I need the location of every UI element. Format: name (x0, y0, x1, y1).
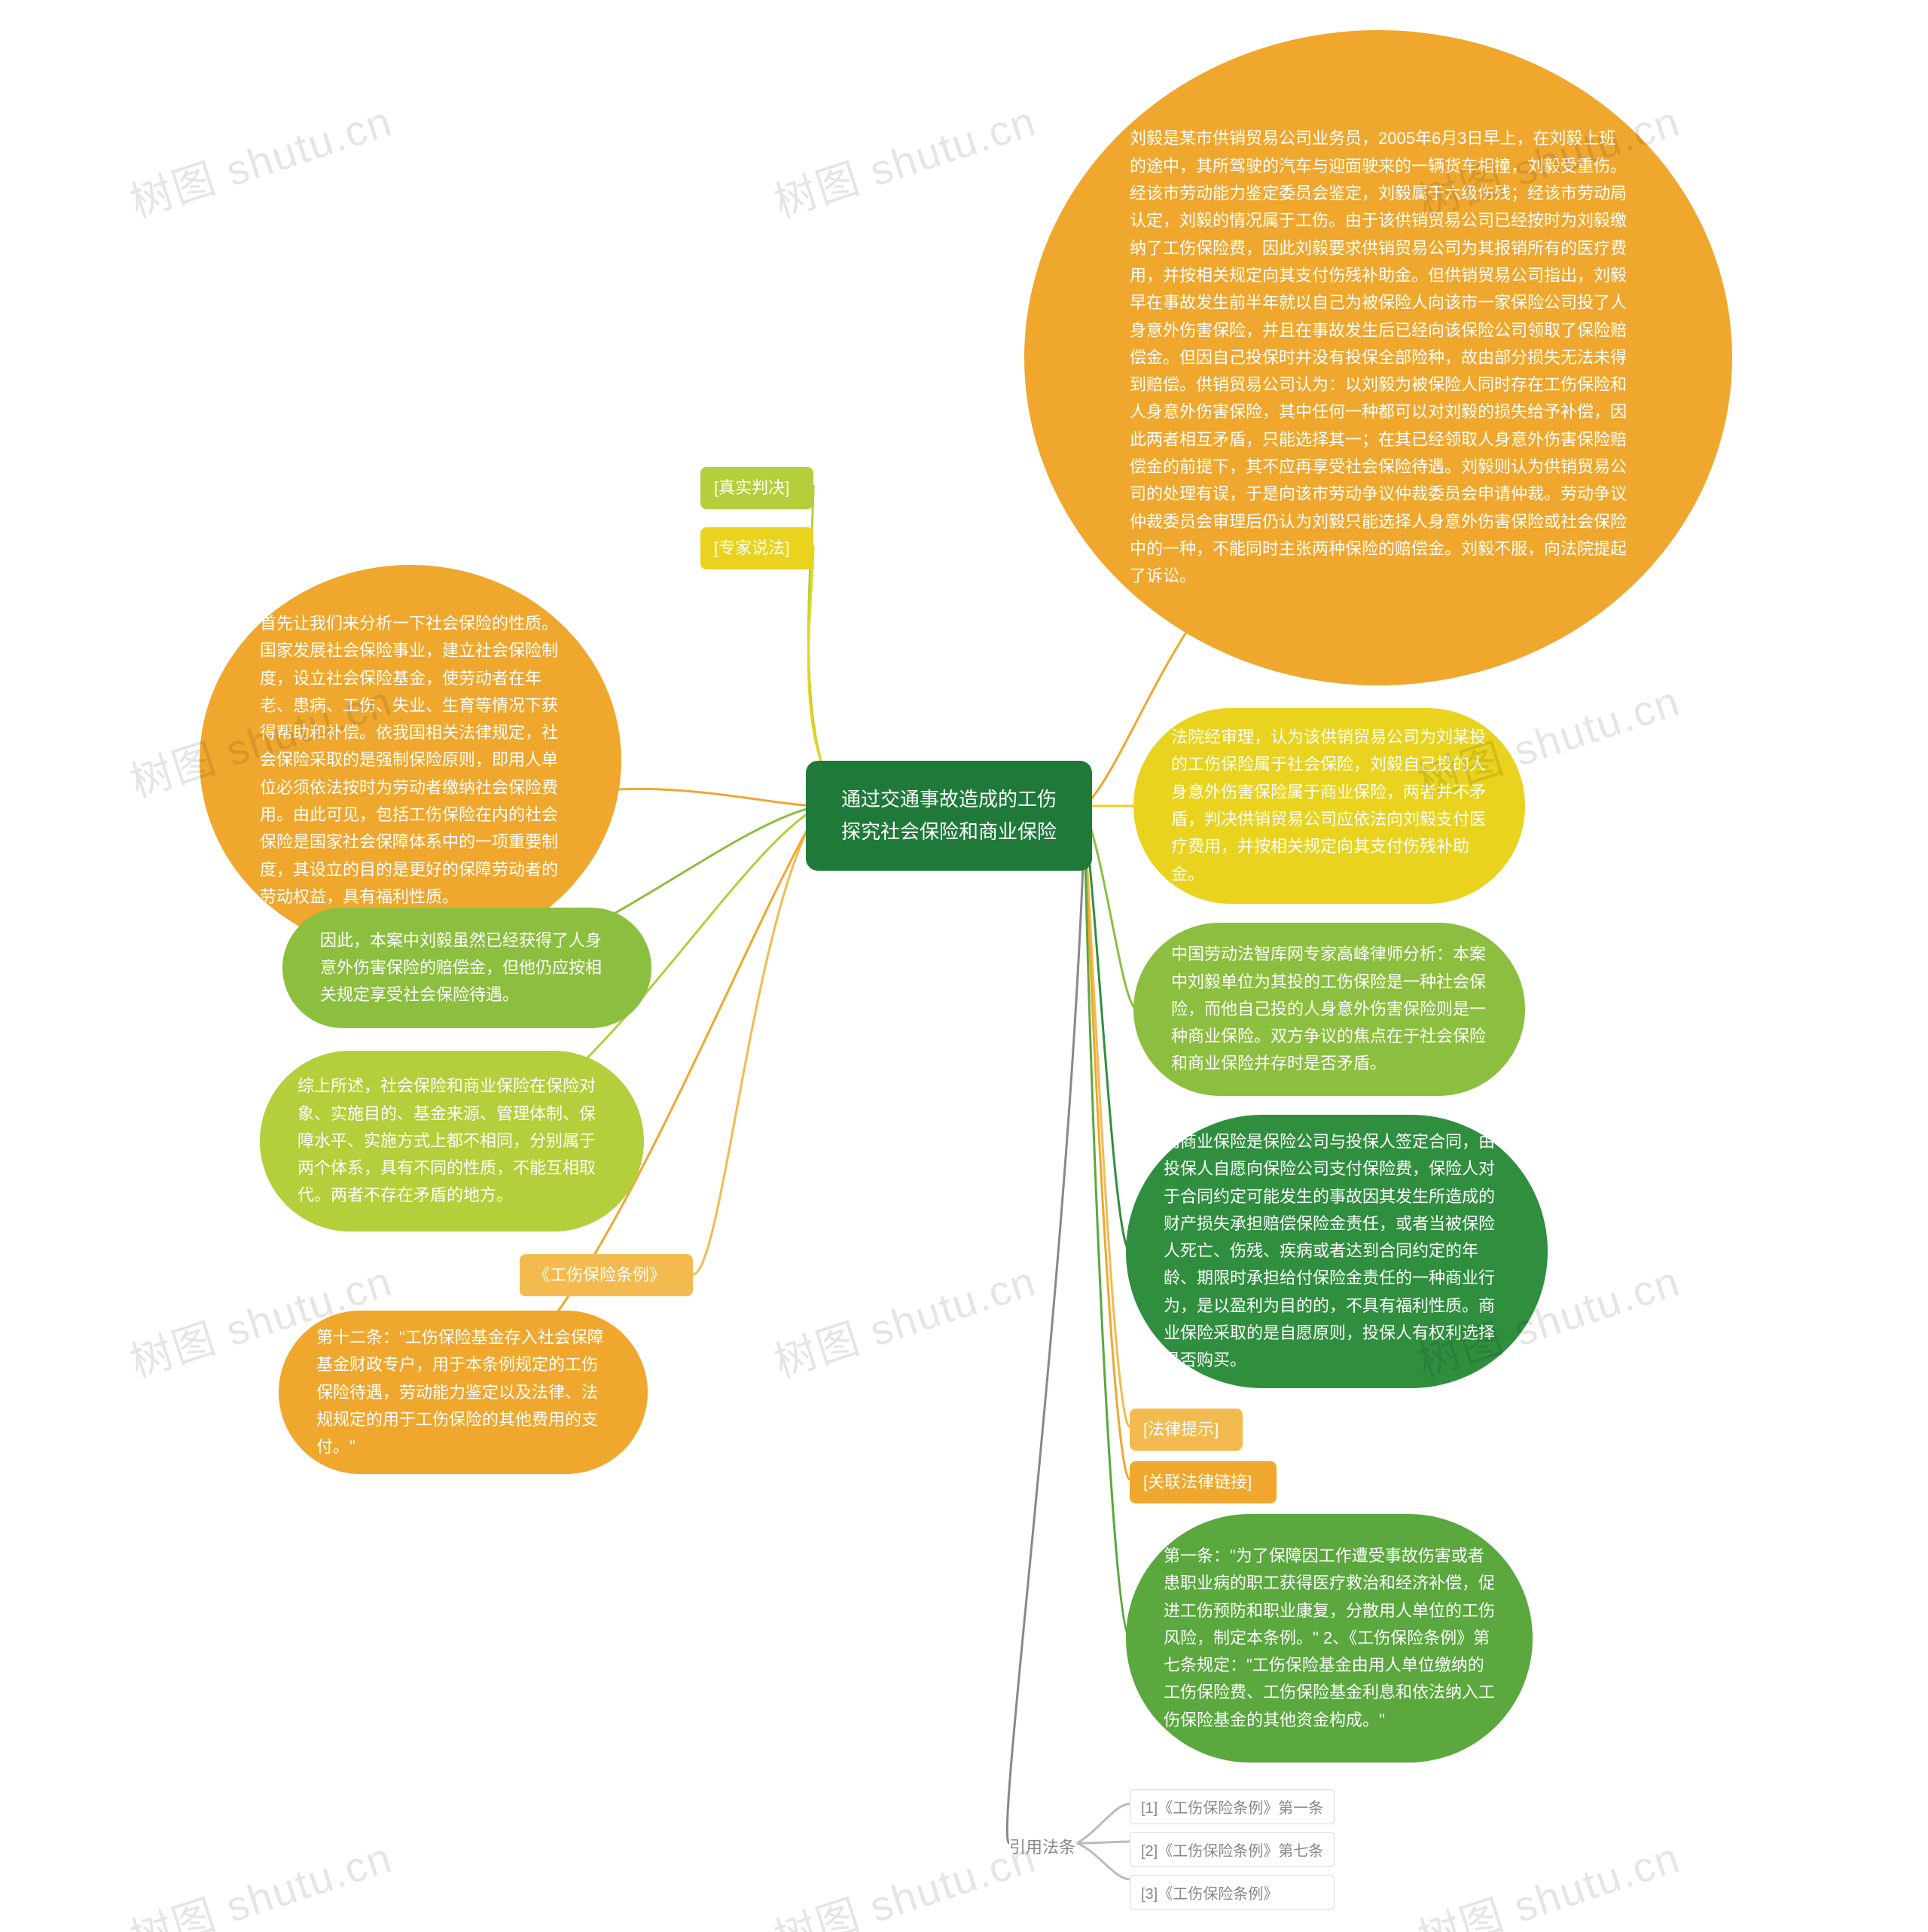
edge (1007, 825, 1084, 1843)
node-text: 中国劳动法智库网专家高峰律师分析：本案中刘毅单位为其投的工伤保险是一种社会保险，… (1171, 941, 1487, 1077)
node-commercial-insurance: 而商业保险是保险公司与投保人签定合同，由投保人自愿向保险公司支付保险费，保险人对… (1126, 1115, 1548, 1388)
edge (808, 545, 821, 761)
tag-legal-hint: [法律提示] (1130, 1409, 1243, 1451)
edge (693, 806, 821, 1274)
watermark: 树图 shutu.cn (765, 1247, 1043, 1390)
edge (1084, 819, 1130, 1479)
edge (1077, 1842, 1130, 1843)
node-text: [专家说法] (714, 535, 800, 562)
edge (1077, 1804, 1130, 1843)
edge (1084, 823, 1130, 1638)
node-text: [关联法律链接] (1143, 1469, 1263, 1496)
node-social-insurance-nature: 首先让我们来分析一下社会保险的性质。国家发展社会保险事业，建立社会保险制度，设立… (200, 565, 621, 956)
tag-expert-opinion: [专家说法] (700, 527, 813, 569)
node-text: 而商业保险是保险公司与投保人签定合同，由投保人自愿向保险公司支付保险费，保险人对… (1164, 1128, 1510, 1375)
edge (1084, 810, 1137, 1009)
tag-real-verdict: [真实判决] (700, 467, 813, 509)
node-text: 因此，本案中刘毅虽然已经获得了人身意外伤害保险的赔偿金，但他仍应按相关规定享受社… (320, 927, 614, 1009)
node-text: 刘毅是某市供销贸易公司业务员，2005年6月3日早上，在刘毅上班的途中，其所驾驶… (1130, 125, 1627, 590)
node-article-12: 第十二条："工伤保险基金存入社会保障基金财政专户，用于本条例规定的工伤保险待遇，… (279, 1311, 648, 1474)
edge (1084, 813, 1130, 1250)
citation-item: [1]《工伤保险条例》第一条 (1130, 1789, 1335, 1824)
node-text: [真实判决] (714, 475, 800, 502)
citation-group: [1]《工伤保险条例》第一条 [2]《工伤保险条例》第七条 [3]《工伤保险条例》 (1130, 1789, 1335, 1918)
center-node-text: 通过交通事故造成的工伤 探究社会保险和商业保险 (833, 783, 1065, 848)
node-article-1-7: 第一条："为了保障因工作遭受事故伤害或者患职业病的职工获得医疗救治和经济补偿，促… (1126, 1514, 1533, 1763)
watermark: 树图 shutu.cn (121, 87, 399, 230)
node-text: 第一条："为了保障因工作遭受事故伤害或者患职业病的职工获得医疗救治和经济补偿，促… (1164, 1543, 1495, 1734)
tag-related-link: [关联法律链接] (1130, 1461, 1277, 1503)
node-court-ruling: 法院经审理，认为该供销贸易公司为刘某投的工伤保险属于社会保险，刘毅自己投的人身意… (1133, 708, 1525, 904)
watermark: 树图 shutu.cn (765, 1824, 1043, 1932)
node-summary: 综上所述，社会保险和商业保险在保险对象、实施目的、基金来源、管理体制、保障水平、… (260, 1051, 644, 1232)
node-expert-analysis: 中国劳动法智库网专家高峰律师分析：本案中刘毅单位为其投的工伤保险是一种社会保险，… (1133, 923, 1525, 1096)
tag-regulation: 《工伤保险条例》 (520, 1254, 693, 1296)
node-text: 第十二条："工伤保险基金存入社会保障基金财政专户，用于本条例规定的工伤保险待遇，… (316, 1324, 610, 1460)
edge (1084, 817, 1130, 1427)
citation-label: 引用法条 (1009, 1834, 1075, 1858)
citation-item: [2]《工伤保险条例》第七条 (1130, 1832, 1335, 1867)
node-text: 综上所述，社会保险和商业保险在保险对象、实施目的、基金来源、管理体制、保障水平、… (297, 1073, 606, 1209)
watermark: 树图 shutu.cn (1409, 1824, 1687, 1932)
watermark: 树图 shutu.cn (765, 87, 1043, 230)
center-node: 通过交通事故造成的工伤 探究社会保险和商业保险 (806, 761, 1092, 871)
node-text: [法律提示] (1143, 1416, 1229, 1443)
node-case-story: 刘毅是某市供销贸易公司业务员，2005年6月3日早上，在刘毅上班的途中，其所驾驶… (1024, 30, 1732, 685)
citation-item: [3]《工伤保险条例》 (1130, 1875, 1335, 1910)
node-text: 《工伤保险条例》 (533, 1262, 679, 1289)
node-text: 法院经审理，认为该供销贸易公司为刘某投的工伤保险属于社会保险，刘毅自己投的人身意… (1171, 724, 1487, 888)
node-text: 首先让我们来分析一下社会保险的性质。国家发展社会保险事业，建立社会保险制度，设立… (260, 610, 561, 911)
node-case-conclusion: 因此，本案中刘毅虽然已经获得了人身意外伤害保险的赔偿金，但他仍应按相关规定享受社… (282, 908, 651, 1028)
edge (808, 485, 821, 761)
edge (1077, 1843, 1130, 1879)
watermark: 树图 shutu.cn (121, 1824, 399, 1932)
